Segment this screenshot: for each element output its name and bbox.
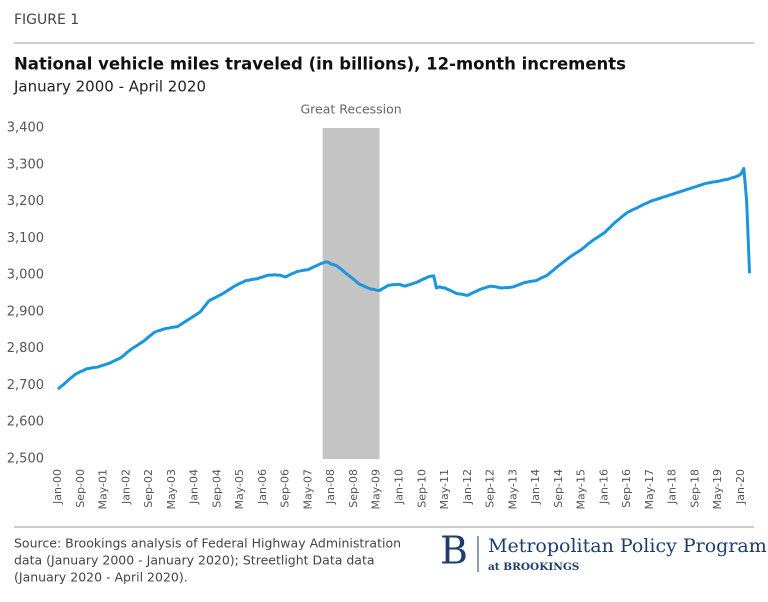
x-tick-label: Sep-00 [74, 469, 87, 508]
figure-label: FIGURE 1 [14, 12, 79, 28]
x-tick-label: Sep-18 [688, 469, 701, 508]
vmt-line [56, 166, 752, 391]
y-tick-label: 3,400 [7, 121, 44, 136]
plot: Great Recession 2,500 2,600 2,700 2,800 2,900… [7, 102, 752, 510]
logo-letter: B [440, 529, 468, 573]
chart-subtitle: January 2000 - April 2020 [13, 78, 206, 96]
y-tick-label: 3,100 [7, 231, 44, 246]
y-tick-label: 2,500 [7, 452, 44, 467]
y-tick-label: 2,800 [7, 341, 44, 356]
y-tick-label: 3,200 [7, 194, 44, 209]
y-tick-label: 2,700 [7, 378, 44, 393]
logo-name: Metropolitan Policy Program [488, 535, 767, 557]
x-tick-label: Jan-16 [597, 469, 610, 505]
x-tick-label: Jan-12 [461, 469, 474, 505]
y-tick-label: 3,300 [7, 157, 44, 172]
source-line: (January 2020 - April 2020). [14, 570, 188, 585]
x-tick-label: May-05 [233, 469, 246, 510]
y-tick-label: 2,900 [7, 304, 44, 319]
x-tick-label: Jan-00 [51, 469, 64, 505]
x-tick-label: Jan-18 [666, 469, 679, 505]
x-tick-label: May-09 [370, 469, 383, 510]
x-tick-label: Sep-04 [210, 469, 223, 508]
x-tick-label: Jan-02 [119, 469, 132, 505]
x-tick-label: May-01 [97, 469, 110, 510]
x-tick-label: May-15 [575, 469, 588, 510]
logo-sub: at BROOKINGS [488, 561, 579, 573]
x-tick-label: Sep-12 [484, 469, 497, 508]
source-line: data (January 2000 - January 2020); Stre… [14, 553, 375, 568]
x-tick-label: Sep-16 [620, 469, 633, 508]
x-tick-label: Jan-06 [256, 469, 269, 505]
x-tick-label: Sep-02 [142, 469, 155, 508]
x-tick-label: May-11 [438, 469, 451, 510]
x-tick-label: Sep-06 [279, 469, 292, 508]
annotation-label: Great Recession [301, 102, 402, 117]
x-tick-label: May-19 [711, 469, 724, 510]
x-tick-label: Sep-14 [552, 469, 565, 508]
x-tick-label: May-13 [506, 469, 519, 510]
x-tick-label: Jan-08 [324, 469, 337, 505]
recession-band [322, 128, 380, 459]
x-tick-label: Sep-08 [347, 469, 360, 508]
x-tick-label: Jan-10 [393, 469, 406, 505]
chart-title: National vehicle miles traveled (in bill… [14, 55, 626, 74]
x-tick-label: May-17 [643, 469, 656, 510]
x-tick-label: Jan-20 [734, 469, 747, 505]
source-line: Source: Brookings analysis of Federal Hi… [14, 536, 401, 551]
x-tick-label: Sep-10 [415, 469, 428, 508]
x-tick-label: May-03 [165, 469, 178, 510]
x-tick-label: Jan-14 [529, 469, 542, 505]
y-tick-label: 3,000 [7, 268, 44, 283]
x-tick-label: May-07 [301, 469, 314, 510]
x-tick-label: Jan-04 [188, 469, 201, 505]
y-tick-label: 2,600 [7, 415, 44, 430]
